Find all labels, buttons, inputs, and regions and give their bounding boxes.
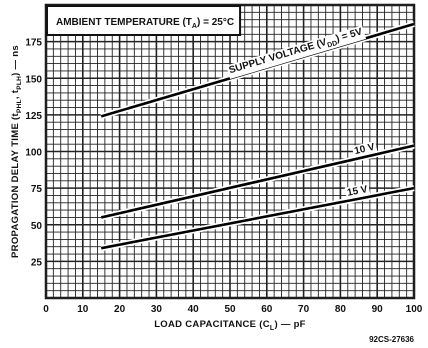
x-tick-label: 80 (335, 304, 347, 315)
x-tick-label: 40 (188, 304, 200, 315)
figure-code: 92CS-27636 (369, 335, 414, 344)
x-tick-label: 10 (77, 304, 89, 315)
y-tick-label: 100 (25, 148, 42, 159)
x-tick-label: 60 (261, 304, 273, 315)
x-tick-label: 70 (298, 304, 310, 315)
x-tick-label: 0 (43, 304, 49, 315)
y-tick-label: 25 (31, 257, 43, 268)
title-sub: A (192, 23, 197, 30)
y-tick-label: 150 (25, 74, 42, 85)
label-backdrop (344, 183, 371, 200)
y-title-mid: , t (10, 89, 21, 99)
y-tick-label: 175 (25, 38, 42, 49)
title-main: AMBIENT TEMPERATURE (T (56, 17, 192, 28)
title-box (46, 5, 242, 36)
x-axis-title: LOAD CAPACITANCE (CL) — pF (154, 319, 306, 332)
x-tick-label: 50 (224, 304, 236, 315)
x-title-sub: L (270, 325, 275, 332)
grid (45, 4, 415, 299)
tick-labels: 0 10 20 30 40 50 60 70 80 90 100 25 50 75 100 125 150 175 (25, 38, 422, 315)
x-tick-label: 100 (406, 304, 423, 315)
x-title-main: LOAD CAPACITANCE (C (154, 319, 270, 330)
y-title-sub1: PHL (16, 99, 23, 113)
chart-title: AMBIENT TEMPERATURE (TA) = 25°C (56, 17, 234, 30)
x-tick-label: 90 (372, 304, 384, 315)
series-line-2 (100, 186, 415, 250)
y-tick-label: 50 (31, 221, 43, 232)
y-title-main: PROPAGATION DELAY TIME (t (10, 113, 21, 258)
y-tick-label: 125 (25, 111, 42, 122)
series-label-15v: 15 V (346, 184, 369, 199)
y-title-sub2: PLH (16, 76, 23, 90)
x-tick-label: 30 (151, 304, 163, 315)
series-label-5v-sub: DD (327, 40, 339, 50)
title-tail: ) = 25°C (197, 17, 234, 28)
x-tick-label: 20 (114, 304, 126, 315)
series-label-10v: 10 V (353, 142, 376, 157)
label-backdrop (226, 25, 367, 80)
y-tick-label: 75 (31, 184, 43, 195)
y-title-tail: ) — ns (10, 45, 21, 76)
label-backdrop (351, 140, 378, 158)
x-title-tail: ) — pF (274, 319, 305, 330)
y-axis-title: PROPAGATION DELAY TIME (tPHL, tPLH) — ns (10, 45, 23, 258)
series-line-1 (100, 144, 415, 219)
